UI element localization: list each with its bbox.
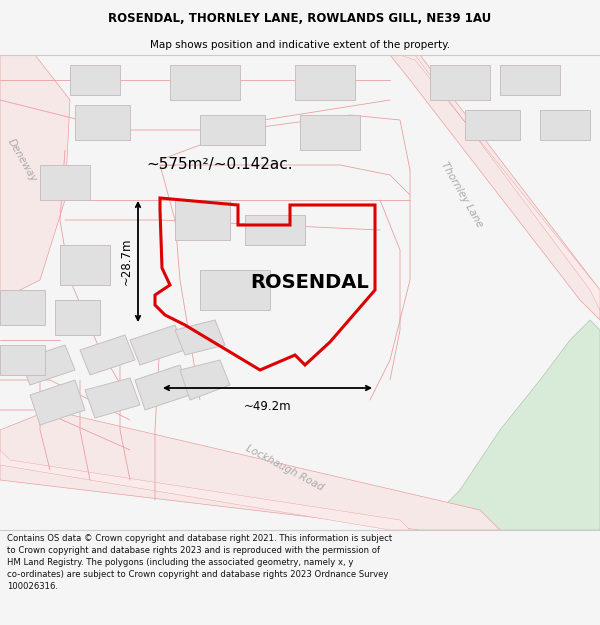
Text: Deneway: Deneway	[5, 136, 38, 184]
Text: ~28.7m: ~28.7m	[120, 238, 133, 285]
Polygon shape	[80, 335, 135, 375]
Polygon shape	[70, 65, 120, 95]
Polygon shape	[300, 115, 360, 150]
Text: ROSENDAL, THORNLEY LANE, ROWLANDS GILL, NE39 1AU: ROSENDAL, THORNLEY LANE, ROWLANDS GILL, …	[109, 12, 491, 25]
Polygon shape	[400, 55, 600, 310]
Polygon shape	[200, 270, 270, 310]
Text: Thornley Lane: Thornley Lane	[439, 161, 485, 229]
Polygon shape	[200, 115, 265, 145]
Polygon shape	[75, 105, 130, 140]
Polygon shape	[500, 65, 560, 95]
Polygon shape	[465, 110, 520, 140]
Text: ~49.2m: ~49.2m	[244, 400, 292, 413]
Text: ~575m²/~0.142ac.: ~575m²/~0.142ac.	[146, 158, 293, 172]
Polygon shape	[0, 345, 45, 375]
Polygon shape	[30, 380, 85, 425]
Polygon shape	[430, 65, 490, 100]
Polygon shape	[130, 325, 185, 365]
Polygon shape	[295, 65, 355, 100]
Polygon shape	[0, 450, 410, 530]
Polygon shape	[175, 200, 230, 240]
Text: Lockhaugh Road: Lockhaugh Road	[244, 443, 326, 493]
Text: Map shows position and indicative extent of the property.: Map shows position and indicative extent…	[150, 39, 450, 49]
Polygon shape	[60, 245, 110, 285]
Text: Contains OS data © Crown copyright and database right 2021. This information is : Contains OS data © Crown copyright and d…	[7, 534, 392, 591]
Polygon shape	[0, 55, 70, 300]
Polygon shape	[85, 378, 140, 418]
Polygon shape	[170, 65, 240, 100]
Polygon shape	[135, 365, 190, 410]
Polygon shape	[175, 320, 225, 355]
Polygon shape	[540, 110, 590, 140]
Polygon shape	[0, 290, 45, 325]
Polygon shape	[40, 165, 90, 200]
Polygon shape	[0, 410, 500, 530]
Polygon shape	[55, 300, 100, 335]
Polygon shape	[245, 215, 305, 245]
Text: ROSENDAL: ROSENDAL	[251, 274, 370, 292]
Polygon shape	[180, 360, 230, 400]
Polygon shape	[20, 345, 75, 385]
Polygon shape	[390, 55, 600, 320]
Polygon shape	[430, 320, 600, 530]
